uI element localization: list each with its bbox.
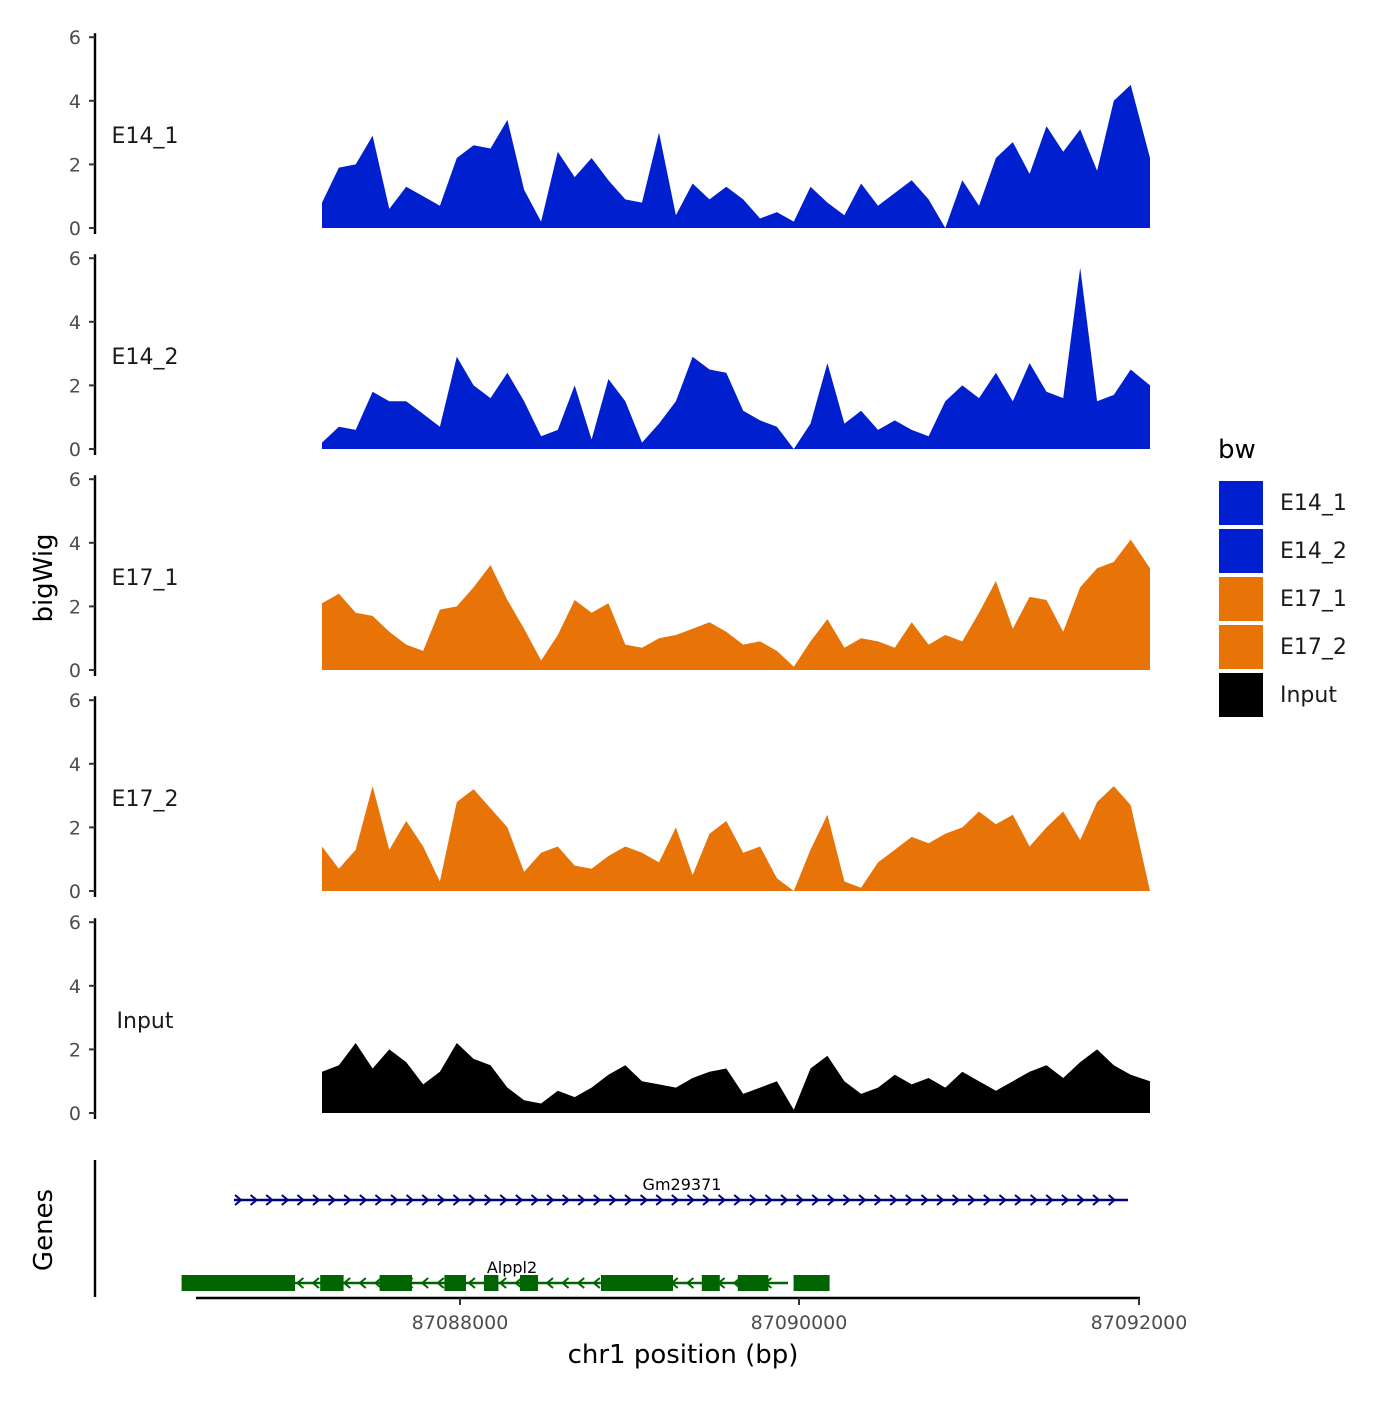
exon-block [320, 1275, 343, 1291]
track-label: E17_1 [112, 566, 179, 591]
y-tick-label: 4 [69, 312, 81, 334]
y-tick-label: 2 [69, 596, 81, 618]
genes-layer: Gm29371 Alppl2 [95, 1160, 1128, 1297]
exon-block [794, 1275, 830, 1291]
legend-swatch [1218, 576, 1264, 622]
track-E17_1: 0 2 4 6 E17_1 [69, 469, 1150, 682]
track-label: E14_2 [112, 345, 179, 370]
legend-label: E17_2 [1280, 635, 1347, 660]
exon-block [182, 1275, 295, 1291]
legend-item-Input: Input [1218, 672, 1337, 718]
legend-label: Input [1280, 683, 1337, 708]
x-tick-label: 87090000 [751, 1312, 848, 1334]
y-tick-label: 2 [69, 154, 81, 176]
exon-block [702, 1275, 720, 1291]
track-E14_2: 0 2 4 6 E14_2 [69, 248, 1150, 461]
tracks-layer: 0 2 4 6 E14_1 0 2 4 6 E14_2 0 2 4 6 E17_1 0 2 4 6 E17_2 0 2 4 6… [69, 27, 1150, 1125]
gene-label: Alppl2 [487, 1258, 537, 1277]
track-E14_1: 0 2 4 6 E14_1 [69, 27, 1150, 240]
exon-block [601, 1275, 673, 1291]
legend-swatch [1218, 624, 1264, 670]
y-tick-label: 2 [69, 375, 81, 397]
legend-item-E17_1: E17_1 [1218, 576, 1347, 622]
exon-block [444, 1275, 466, 1291]
track-label: E17_2 [112, 787, 179, 812]
y-tick-label: 6 [69, 27, 81, 49]
legend-label: E17_1 [1280, 587, 1347, 612]
y-tick-label: 0 [69, 660, 81, 682]
exon-block [520, 1275, 538, 1291]
signal-area-E14_2 [322, 268, 1150, 449]
y-tick-label: 2 [69, 817, 81, 839]
gene-Gm29371: Gm29371 [234, 1175, 1128, 1205]
exon-block [738, 1275, 769, 1291]
y-tick-label: 4 [69, 91, 81, 113]
y-tick-label: 2 [69, 1039, 81, 1061]
track-E17_2: 0 2 4 6 E17_2 [69, 690, 1150, 903]
y-tick-label: 6 [69, 912, 81, 934]
y-tick-label: 0 [69, 218, 81, 240]
y-tick-label: 6 [69, 469, 81, 491]
x-axis: 87088000 87090000 87092000 [196, 1298, 1187, 1334]
track-label: E14_1 [112, 124, 179, 149]
track-label: Input [117, 1009, 174, 1034]
legend-title: bw [1218, 435, 1256, 465]
x-tick-label: 87088000 [412, 1312, 509, 1334]
exon-block [380, 1275, 412, 1291]
legend-item-E14_1: E14_1 [1218, 480, 1347, 526]
gene-Alppl2: Alppl2 [182, 1258, 830, 1291]
legend: bw E14_1 E14_2 E17_1 E17_2 Input [1218, 435, 1347, 718]
signal-area-Input [322, 1043, 1150, 1113]
y-tick-label: 0 [69, 1103, 81, 1125]
legend-swatch [1218, 480, 1264, 526]
signal-area-E17_1 [322, 540, 1150, 670]
exon-block [484, 1275, 498, 1291]
y-tick-label: 4 [69, 754, 81, 776]
y-tick-label: 6 [69, 248, 81, 270]
track-Input: 0 2 4 6 Input [69, 912, 1150, 1125]
x-tick-label: 87092000 [1091, 1312, 1188, 1334]
x-axis-title: chr1 position (bp) [568, 1340, 799, 1370]
legend-label: E14_1 [1280, 491, 1347, 516]
legend-swatch [1218, 528, 1264, 574]
legend-swatch [1218, 672, 1264, 718]
y-tick-label: 4 [69, 976, 81, 998]
y-axis-title: bigWig [29, 533, 59, 622]
legend-label: E14_2 [1280, 539, 1347, 564]
signal-area-E17_2 [322, 786, 1150, 891]
legend-item-E17_2: E17_2 [1218, 624, 1347, 670]
y-tick-label: 4 [69, 533, 81, 555]
y-tick-label: 0 [69, 881, 81, 903]
signal-area-E14_1 [322, 85, 1150, 228]
y-tick-label: 0 [69, 439, 81, 461]
legend-item-E14_2: E14_2 [1218, 528, 1347, 574]
y-tick-label: 6 [69, 690, 81, 712]
gene-label: Gm29371 [643, 1175, 722, 1194]
genes-axis-title: Genes [29, 1189, 59, 1271]
